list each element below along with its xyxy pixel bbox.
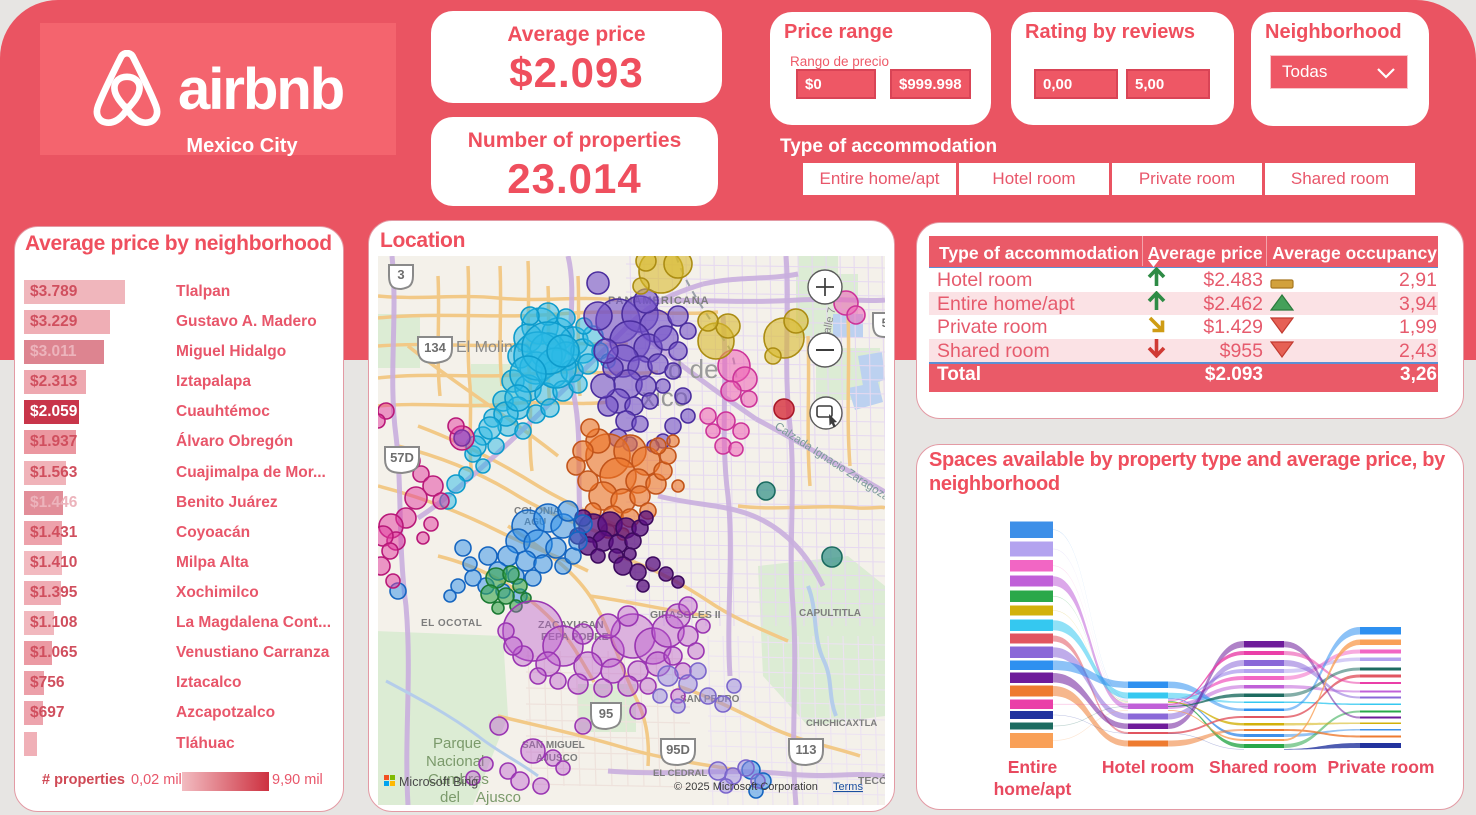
svg-text:AJUSCO: AJUSCO	[536, 753, 578, 764]
svg-text:Microsoft Bing: Microsoft Bing	[399, 775, 478, 789]
svg-text:CHICHICAXTLA: CHICHICAXTLA	[806, 718, 877, 729]
svg-text:95D: 95D	[666, 742, 690, 757]
svg-text:Nacional: Nacional	[426, 753, 484, 770]
svg-text:57D: 57D	[390, 450, 414, 465]
svg-text:SAN MIGUEL: SAN MIGUEL	[522, 740, 585, 751]
svg-text:TECÓI: TECÓI	[858, 774, 885, 787]
svg-text:Cumbres: Cumbres	[428, 771, 489, 788]
svg-text:134: 134	[424, 340, 446, 355]
svg-text:del: del	[440, 789, 460, 805]
svg-text:EL CEDRAL: EL CEDRAL	[653, 768, 707, 779]
svg-text:95: 95	[599, 706, 613, 721]
svg-text:CAPULTITLA: CAPULTITLA	[799, 608, 861, 619]
svg-text:Terms: Terms	[833, 781, 863, 793]
svg-text:alle 7: alle 7	[821, 306, 838, 334]
svg-text:5: 5	[882, 316, 885, 330]
svg-text:© 2025 Microsoft Corporation: © 2025 Microsoft Corporation	[674, 781, 818, 793]
svg-text:113: 113	[796, 742, 817, 757]
svg-text:Parque: Parque	[433, 735, 481, 752]
svg-text:EL OCOTAL: EL OCOTAL	[421, 618, 482, 629]
svg-text:Ajusco: Ajusco	[476, 789, 521, 805]
svg-text:3: 3	[397, 267, 404, 282]
